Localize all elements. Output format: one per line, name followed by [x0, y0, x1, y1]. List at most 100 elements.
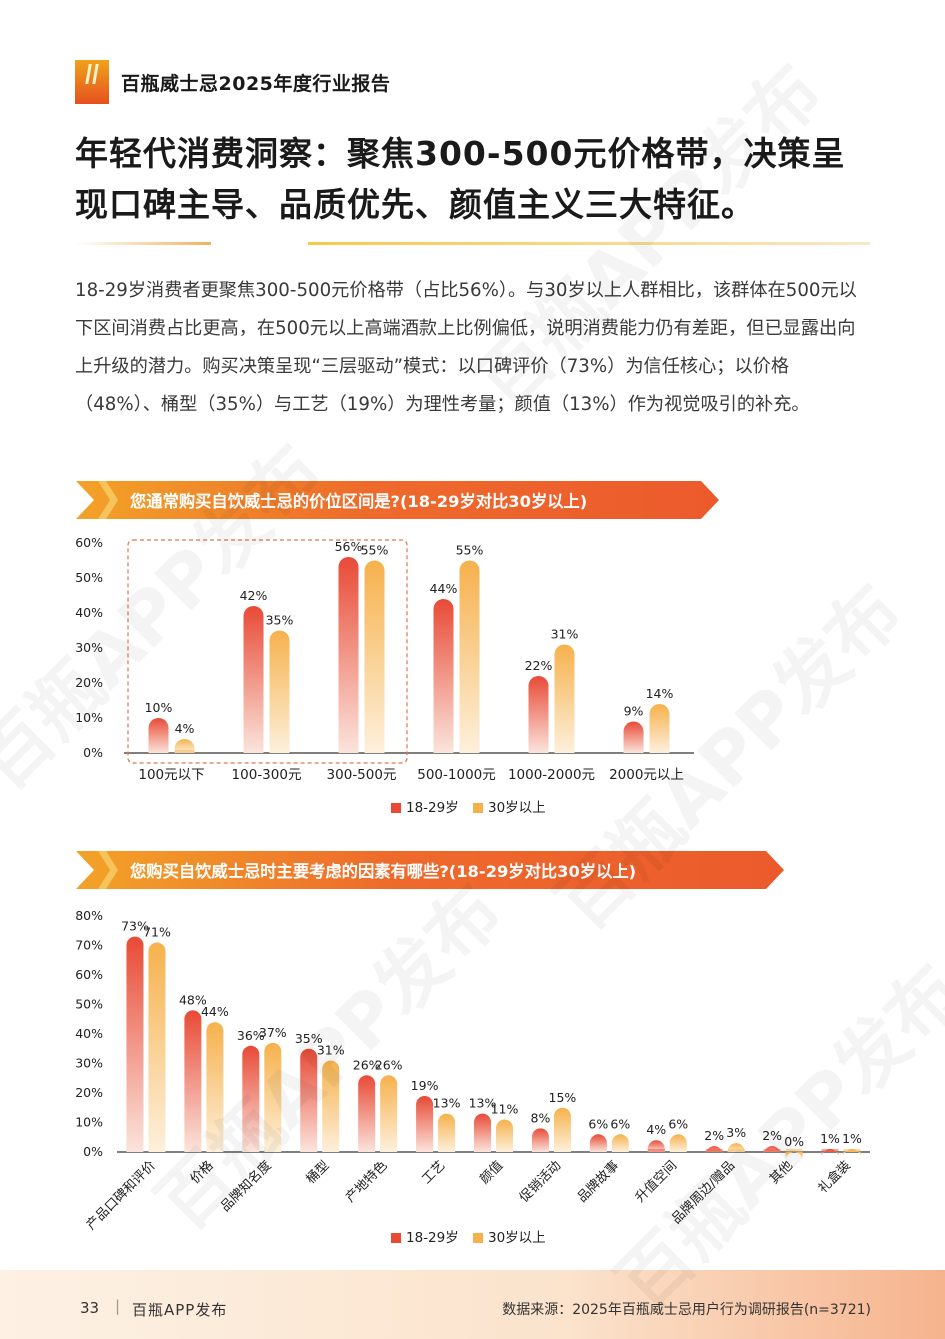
y-tick-label: 30%: [75, 1056, 103, 1071]
y-tick-label: 0%: [83, 745, 103, 760]
bar-30-plus: [269, 630, 290, 753]
bar-stub: [705, 1149, 723, 1152]
purchase-factors-chart: 80% 70% 60% 50% 40% 30% 20% 10% 0% 73%71% 产品口碑和评价 4…: [75, 908, 870, 1246]
data-label: 15%: [549, 1090, 577, 1105]
footer-separator: |: [115, 1297, 121, 1315]
data-label: 2%: [762, 1128, 782, 1143]
y-tick-label: 0%: [83, 1144, 103, 1159]
data-label: 9%: [624, 704, 644, 719]
bar-18-29: [358, 1075, 376, 1152]
chart1-title-banner: 您通常购买自饮威士忌的价位区间是?(18-29岁对比30岁以上): [76, 481, 719, 519]
data-label: 2%: [704, 1128, 724, 1143]
y-tick-label: 60%: [75, 967, 103, 982]
bar-18-29: [243, 606, 264, 753]
data-label: 6%: [668, 1116, 688, 1131]
data-label: 55%: [456, 543, 484, 558]
x-tick-label: 100元以下: [138, 767, 204, 783]
chevron-icon: [98, 851, 118, 889]
y-tick-label: 40%: [75, 605, 103, 620]
chart2-title: 您购买自饮威士忌时主要考虑的因素有哪些?(18-29岁对比30岁以上): [130, 862, 637, 881]
y-tick-label: 70%: [75, 938, 103, 953]
bar-18-29: [416, 1095, 434, 1152]
data-label: 48%: [179, 992, 207, 1007]
chart2-title-banner: 您购买自饮威士忌时主要考虑的因素有哪些?(18-29岁对比30岁以上): [76, 851, 784, 889]
data-label: 26%: [375, 1057, 403, 1072]
legend-label: 18-29岁: [406, 800, 459, 816]
data-label: 19%: [411, 1078, 439, 1093]
x-tick-label: 促销活动: [517, 1158, 564, 1205]
x-tick-label: 工艺: [419, 1158, 448, 1187]
y-tick-label: 50%: [75, 570, 103, 585]
footer-band: [0, 1270, 945, 1339]
data-label: 37%: [259, 1025, 287, 1040]
x-tick-label: 价格: [187, 1158, 217, 1188]
bar-30-plus: [459, 560, 480, 753]
data-label: 44%: [201, 1004, 229, 1019]
y-tick-label: 20%: [75, 1085, 103, 1100]
bar-18-29: [242, 1045, 260, 1152]
data-label: 14%: [646, 686, 674, 701]
y-tick-label: 40%: [75, 1026, 103, 1041]
data-label: 10%: [145, 700, 173, 715]
x-tick-label: 礼盒装: [815, 1158, 854, 1197]
bar-30-plus: [496, 1119, 513, 1152]
bar-18-29: [623, 721, 644, 753]
divider-right: [308, 242, 870, 245]
legend-label: 18-29岁: [406, 1230, 459, 1246]
chart1-title: 您通常购买自饮威士忌的价位区间是?(18-29岁对比30岁以上): [130, 492, 588, 511]
x-tick-label: 升值空间: [632, 1158, 680, 1206]
x-tick-label: 1000-2000元: [508, 767, 595, 783]
bar-18-29: [148, 718, 169, 753]
bar-stub: [785, 1149, 803, 1152]
brand-logo-icon: [75, 60, 109, 104]
bar-stub: [763, 1149, 781, 1152]
data-label: 42%: [240, 588, 268, 603]
page-headline: 年轻代消费洞察：聚焦300-500元价格带，决策呈现口碑主导、品质优先、颜值主义…: [75, 134, 846, 224]
x-tick-label: 桶型: [304, 1158, 333, 1187]
y-tick-label: 10%: [75, 1115, 103, 1130]
data-label: 31%: [317, 1043, 345, 1058]
bar-30-plus: [174, 739, 195, 753]
bar-30-plus: [611, 1134, 629, 1152]
x-tick-label: 产品口碑和评价: [83, 1158, 159, 1234]
data-label: 4%: [646, 1122, 666, 1137]
bar-30-plus: [322, 1060, 340, 1152]
x-tick-label: 300-500元: [327, 767, 397, 783]
x-tick-label: 100-300元: [232, 767, 302, 783]
bar-18-29: [184, 1010, 202, 1152]
data-label: 8%: [531, 1110, 551, 1125]
data-label: 13%: [433, 1096, 461, 1111]
data-label: 44%: [430, 581, 458, 596]
data-label: 4%: [175, 721, 195, 736]
bar-30-plus: [148, 942, 166, 1152]
legend-swatch-18-29: [391, 1233, 401, 1243]
chevron-icon: [98, 481, 118, 519]
data-label: 11%: [491, 1102, 519, 1117]
data-label: 73%: [121, 919, 149, 934]
bar-stub: [174, 750, 195, 753]
bar-30-plus: [669, 1134, 687, 1152]
y-tick-label: 30%: [75, 640, 103, 655]
bar-30-plus: [554, 644, 575, 753]
data-label: 6%: [610, 1116, 630, 1131]
bar-18-29: [433, 599, 454, 753]
report-name: 百瓶威士忌2025年度行业报告: [121, 72, 391, 95]
x-tick-label: 其他: [767, 1158, 796, 1187]
bar-stub: [821, 1149, 839, 1152]
y-tick-label: 20%: [75, 675, 103, 690]
data-label: 56%: [335, 539, 363, 554]
bar-30-plus: [364, 560, 385, 753]
bar-18-29: [474, 1113, 491, 1152]
data-label: 35%: [295, 1031, 323, 1046]
bar-18-29: [338, 557, 359, 753]
data-label: 6%: [588, 1116, 608, 1131]
legend-label: 30岁以上: [488, 800, 546, 816]
x-tick-label: 产地特色: [342, 1158, 390, 1206]
legend-swatch-18-29: [391, 803, 401, 813]
data-label: 36%: [237, 1028, 265, 1043]
x-tick-label: 品牌知名度: [217, 1158, 274, 1215]
data-label: 1%: [820, 1131, 840, 1146]
data-label: 55%: [361, 543, 389, 558]
data-label: 31%: [551, 627, 579, 642]
bar-stub: [843, 1149, 861, 1152]
